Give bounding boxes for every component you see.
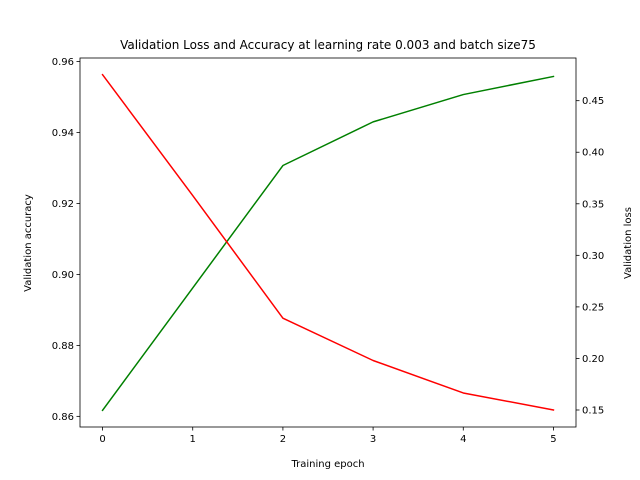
y-tick-label-right: 0.15 (582, 405, 604, 416)
x-tick-label: 1 (190, 434, 196, 445)
y-tick-label-left: 0.88 (52, 341, 74, 352)
axes-layer (79, 57, 577, 428)
accuracy-series-line (101, 75, 555, 412)
y-tick-label-right: 0.40 (582, 148, 604, 159)
series-layer (101, 73, 555, 412)
x-axis-label: Training epoch (290, 459, 364, 470)
y-tick-label-right: 0.20 (582, 354, 604, 365)
x-tick-label: 4 (460, 434, 466, 445)
y-ticks-left: 0.86 0.88 0.90 0.92 0.94 0.96 (52, 57, 80, 423)
loss-series-line (101, 73, 555, 411)
y-ticks-right: 0.15 0.20 0.25 0.30 0.35 0.40 0.45 (576, 96, 604, 416)
y-axis-label-left: Validation accuracy (23, 194, 34, 292)
plot-frame (79, 57, 577, 428)
x-tick-label: 3 (370, 434, 376, 445)
x-tick-label: 2 (280, 434, 286, 445)
y-tick-label-left: 0.96 (52, 57, 74, 68)
y-tick-label-right: 0.30 (582, 251, 604, 262)
y-tick-label-left: 0.94 (52, 128, 74, 139)
y-tick-label-right: 0.25 (582, 302, 604, 313)
chart-title: Validation Loss and Accuracy at learning… (120, 38, 536, 52)
y-tick-label-right: 0.35 (582, 199, 604, 210)
y-axis-label-right: Validation loss (623, 207, 634, 279)
y-tick-label-left: 0.86 (52, 412, 74, 423)
y-tick-label-right: 0.45 (582, 96, 604, 107)
y-tick-label-left: 0.90 (52, 270, 74, 281)
x-ticks: 0 1 2 3 4 5 (99, 427, 557, 445)
x-tick-label: 5 (550, 434, 556, 445)
x-tick-label: 0 (99, 434, 105, 445)
y-tick-label-left: 0.92 (52, 199, 74, 210)
